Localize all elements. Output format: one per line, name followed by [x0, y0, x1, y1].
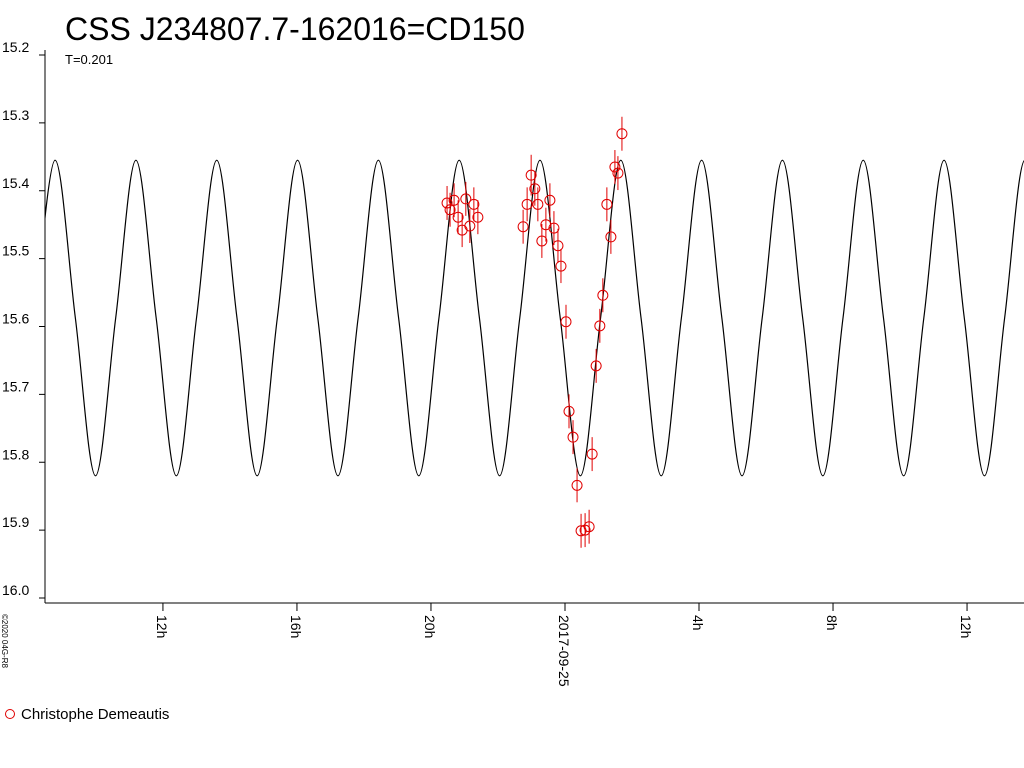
data-point — [517, 221, 529, 233]
data-point — [444, 204, 456, 216]
y-tick-label: 15.5 — [2, 243, 29, 259]
data-point — [521, 198, 533, 210]
data-point — [560, 316, 572, 328]
data-point — [460, 193, 472, 205]
x-tick-label: 12h — [958, 615, 974, 638]
data-point — [594, 320, 606, 332]
data-point — [544, 194, 556, 206]
data-point — [468, 198, 480, 210]
x-tick-label: 16h — [288, 615, 304, 638]
data-point — [586, 448, 598, 460]
data-point — [532, 198, 544, 210]
data-point — [563, 405, 575, 417]
data-point — [548, 222, 560, 234]
data-point — [605, 231, 617, 243]
x-tick-label: 12h — [154, 615, 170, 638]
plot-area — [45, 116, 1024, 548]
data-point — [609, 161, 621, 173]
legend-marker — [5, 709, 15, 719]
data-point — [616, 128, 628, 140]
data-point — [529, 183, 541, 195]
y-tick-label: 16.0 — [2, 582, 29, 598]
data-point — [448, 194, 460, 206]
data-point — [612, 167, 624, 179]
data-point — [552, 240, 564, 252]
chart-title: CSS J234807.7-162016=CD150 — [65, 11, 525, 47]
data-point — [441, 197, 453, 209]
y-tick-label: 15.7 — [2, 378, 29, 394]
y-tick-label: 15.8 — [2, 446, 29, 462]
data-point — [536, 235, 548, 247]
data-point — [583, 521, 595, 533]
chart-subtitle: T=0.201 — [65, 52, 113, 67]
data-point — [590, 360, 602, 372]
y-tick-label: 15.9 — [2, 514, 29, 530]
credit: ©2020 04G-R8 — [0, 614, 9, 668]
data-point — [452, 211, 464, 223]
x-tick-label: 8h — [824, 615, 840, 631]
data-point — [601, 198, 613, 210]
data-point — [464, 220, 476, 232]
y-tick-label: 15.4 — [2, 175, 29, 191]
y-tick-label: 15.6 — [2, 311, 29, 327]
model-curve — [45, 159, 1024, 477]
y-tick-label: 15.2 — [2, 39, 29, 55]
x-tick-label: 2017-09-25 — [556, 615, 572, 687]
data-point — [567, 431, 579, 443]
data-point — [555, 260, 567, 272]
legend-label: Christophe Demeautis — [21, 706, 169, 723]
data-point — [579, 524, 591, 536]
data-point — [571, 479, 583, 491]
x-tick-label: 20h — [422, 615, 438, 638]
data-point — [525, 169, 537, 181]
data-point — [472, 211, 484, 223]
x-tick-label: 4h — [690, 615, 706, 631]
data-point — [597, 289, 609, 301]
y-tick-label: 15.3 — [2, 107, 29, 123]
